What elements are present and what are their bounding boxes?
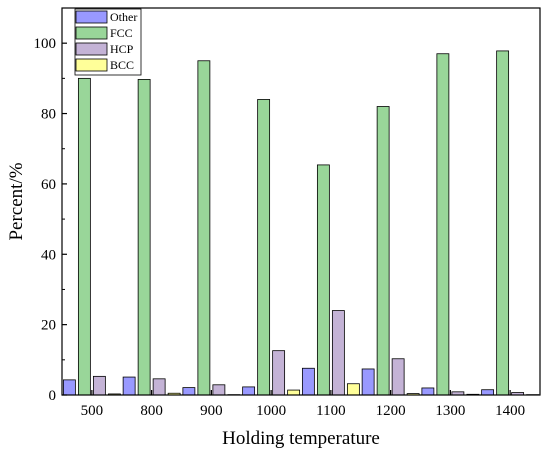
bar-fcc-900: [197, 60, 211, 396]
y-tick-label: 0: [49, 388, 57, 404]
legend-label-fcc: FCC: [110, 26, 133, 40]
x-tick-label: 900: [200, 403, 223, 419]
bar-hcp-800: [152, 378, 166, 396]
bar-other-1400: [481, 389, 495, 396]
legend: Other FCC HCP BCC: [74, 8, 142, 76]
bar-hcp-1100: [331, 310, 345, 396]
bar-other-800: [122, 376, 136, 396]
bar-fcc-500: [77, 77, 91, 396]
x-axis: 500 800 900 1000 1100 1200 1300 1400: [81, 390, 525, 419]
bar-fcc-1100: [316, 164, 330, 396]
legend-label-other: Other: [110, 10, 137, 24]
plot-frame: [61, 7, 541, 396]
y-axis-title: Percent/%: [6, 162, 27, 240]
bar-bcc-1100: [346, 383, 360, 396]
y-axis: 0 20 40 60 80 100: [34, 36, 67, 404]
bar-other-1200: [361, 368, 375, 396]
legend-swatch-bcc: [75, 58, 108, 72]
bar-other-1000: [242, 386, 256, 396]
x-tick-label: 1200: [376, 403, 406, 419]
y-tick-label: 40: [41, 247, 56, 263]
bars-layer: [62, 50, 540, 396]
bar-fcc-1400: [496, 50, 510, 396]
bar-hcp-900: [212, 384, 226, 396]
x-tick-label: 500: [81, 403, 104, 419]
legend-swatch-fcc: [75, 26, 108, 40]
legend-swatch-other: [75, 10, 108, 24]
bar-other-1300: [421, 387, 435, 396]
bar-other-500: [62, 379, 76, 396]
legend-swatch-hcp: [75, 42, 108, 56]
bar-hcp-1200: [391, 358, 405, 396]
bar-other-1100: [301, 367, 315, 396]
y-tick-label: 20: [41, 318, 56, 334]
bar-fcc-1000: [257, 99, 271, 396]
x-tick-label: 1400: [495, 403, 525, 419]
y-tick-label: 80: [41, 107, 56, 123]
x-axis-title: Holding temperature: [222, 428, 380, 449]
bar-other-900: [182, 387, 196, 396]
x-tick-label: 1000: [256, 403, 286, 419]
bar-hcp-500: [92, 375, 106, 396]
y-tick-label: 100: [34, 36, 57, 52]
bar-bcc-1000: [287, 389, 301, 396]
y-tick-label: 60: [41, 177, 56, 193]
bar-hcp-1000: [272, 350, 286, 396]
legend-label-hcp: HCP: [110, 42, 134, 56]
bar-fcc-1200: [376, 106, 390, 396]
x-tick-label: 1100: [316, 403, 345, 419]
bar-fcc-1300: [436, 53, 450, 396]
x-tick-label: 1300: [435, 403, 465, 419]
bar-fcc-800: [137, 79, 151, 396]
legend-label-bcc: BCC: [110, 58, 134, 72]
x-tick-label: 800: [140, 403, 163, 419]
